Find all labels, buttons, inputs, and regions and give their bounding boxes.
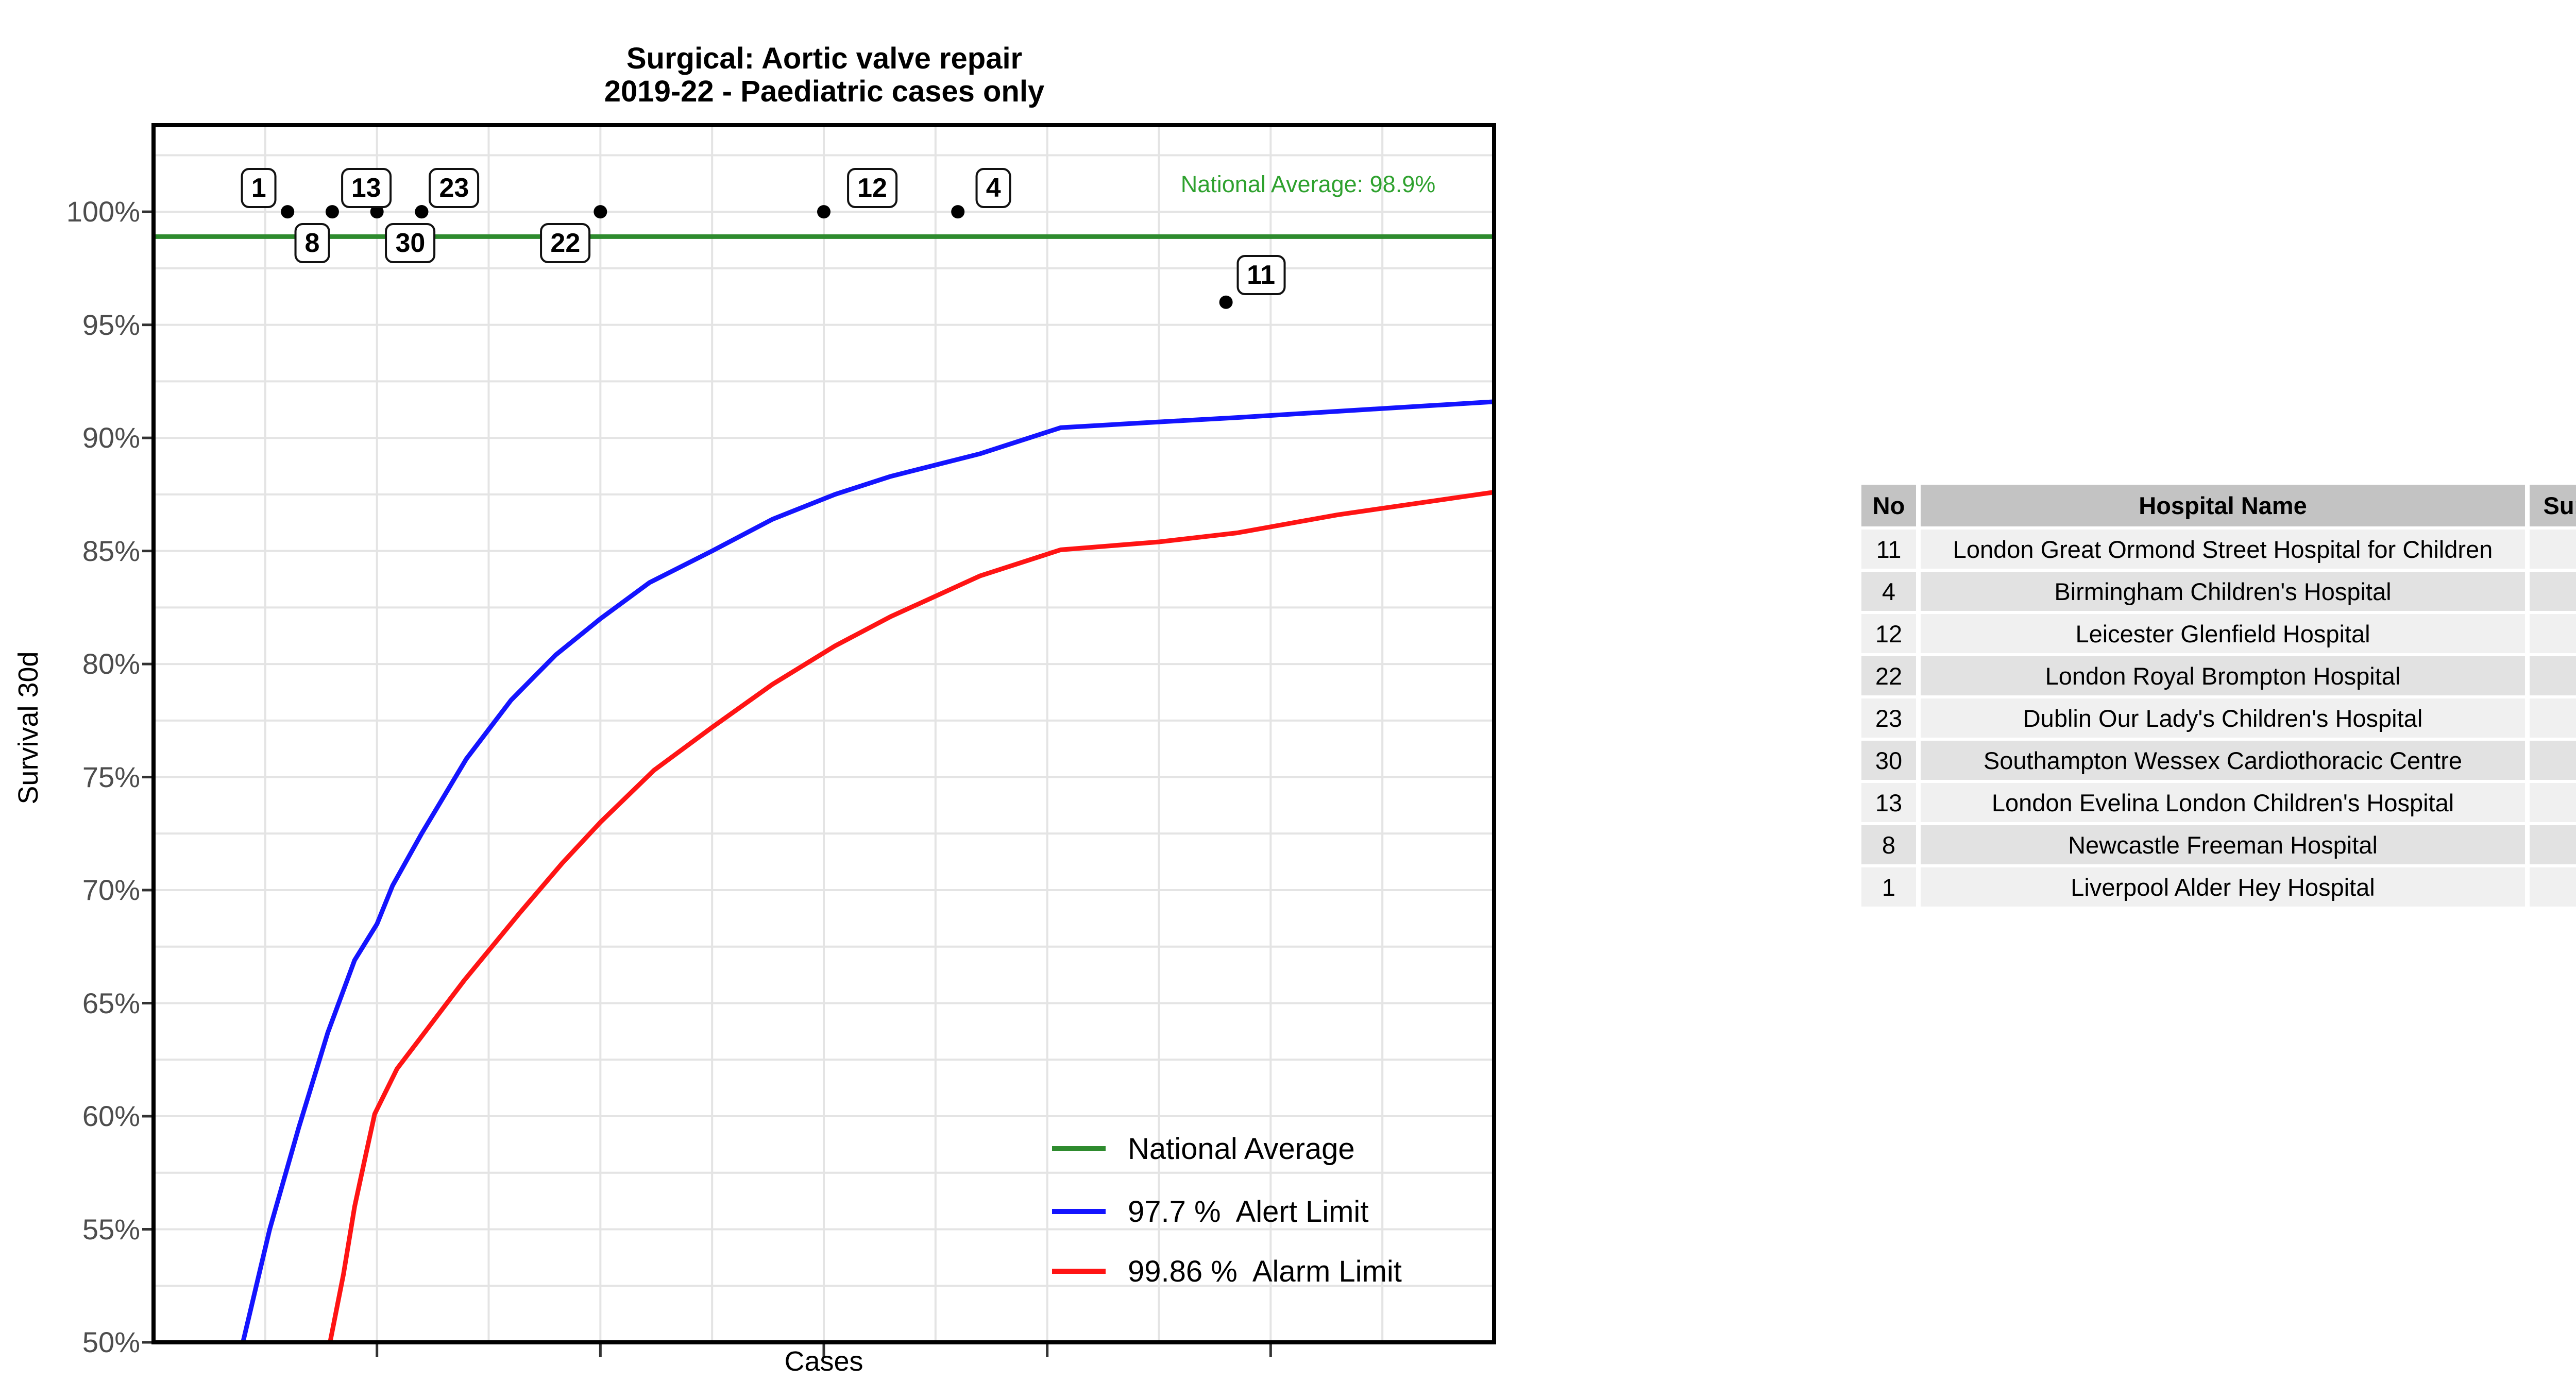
- point-label-13: 13: [341, 168, 392, 209]
- cell-survival: 100%: [2530, 741, 2576, 780]
- cell-no: 1: [1861, 867, 1916, 907]
- data-point-11: [1219, 295, 1233, 309]
- point-label-12: 12: [847, 168, 897, 209]
- plot-frame: [151, 123, 1496, 1344]
- y-tick-label: 90%: [82, 421, 140, 454]
- y-tick-label: 50%: [82, 1326, 140, 1358]
- cell-no: No: [1861, 485, 1916, 526]
- cell-no: 8: [1861, 825, 1916, 864]
- cell-survival: 100%: [2530, 698, 2576, 738]
- y-tick-label: 80%: [82, 647, 140, 680]
- cell-hospital-name: Southampton Wessex Cardiothoracic Centre: [1921, 741, 2525, 780]
- chart-title-line2: 2019-22 - Paediatric cases only: [604, 75, 1045, 108]
- point-label-23: 23: [429, 168, 480, 209]
- alert-limit-curve: [240, 399, 1494, 1342]
- legend-line-swatch: [1052, 1146, 1106, 1151]
- legend-label: 99.86 % Alarm Limit: [1128, 1254, 1402, 1288]
- cell-survival: 100%: [2530, 783, 2576, 822]
- gridlines: [154, 125, 1494, 1342]
- y-tick-label: 55%: [82, 1213, 140, 1246]
- point-label-11: 11: [1236, 254, 1286, 295]
- y-tick-label: 95%: [82, 308, 140, 341]
- cell-survival: 100%: [2530, 656, 2576, 695]
- legend-label: National Average: [1128, 1132, 1355, 1166]
- cell-hospital-name: London Evelina London Children's Hospita…: [1921, 783, 2525, 822]
- cell-survival: 96%: [2530, 530, 2576, 569]
- cell-hospital-name: Birmingham Children's Hospital: [1921, 572, 2525, 611]
- cell-no: 4: [1861, 572, 1916, 611]
- cell-survival: 100%: [2530, 825, 2576, 864]
- national-average-annotation: National Average: 98.9%: [1180, 171, 1436, 197]
- cell-hospital-name: Leicester Glenfield Hospital: [1921, 614, 2525, 653]
- legend-line-swatch: [1052, 1269, 1106, 1274]
- legend-entry-national-average: National Average: [1052, 1131, 1355, 1166]
- point-label-4: 4: [975, 168, 1011, 209]
- cell-hospital-name: London Royal Brompton Hospital: [1921, 656, 2525, 695]
- y-tick-label: 65%: [82, 986, 140, 1019]
- y-tick-label: 75%: [82, 760, 140, 793]
- cell-survival: Survival 30d: [2530, 485, 2576, 526]
- point-label-30: 30: [385, 223, 436, 264]
- cell-no: 11: [1861, 530, 1916, 569]
- table-row: 11 London Great Ormond Street Hospital fo…: [1861, 530, 2576, 569]
- chart-title: Surgical: Aortic valve repair 2019-22 - …: [309, 42, 1340, 108]
- legend-entry-alarm-limit: 99.86 % Alarm Limit: [1052, 1254, 1402, 1289]
- cell-hospital-name: Hospital Name: [1921, 485, 2525, 526]
- table-row: 13 London Evelina London Children's Hospi…: [1861, 783, 2576, 822]
- point-label-8: 8: [294, 223, 330, 264]
- y-tick-label: 60%: [82, 1100, 140, 1133]
- point-label-22: 22: [540, 223, 591, 264]
- y-tick-label: 100%: [66, 195, 140, 228]
- cell-hospital-name: London Great Ormond Street Hospital for …: [1921, 530, 2525, 569]
- data-point-4: [951, 205, 965, 219]
- data-point-22: [594, 205, 607, 219]
- data-point-23: [415, 205, 429, 219]
- alarm-limit-curve: [328, 490, 1494, 1342]
- y-tick-label: 70%: [82, 874, 140, 907]
- data-point-8: [325, 205, 339, 219]
- cell-survival: 100%: [2530, 614, 2576, 653]
- cell-hospital-name: Dublin Our Lady's Children's Hospital: [1921, 698, 2525, 738]
- cell-hospital-name: Newcastle Freeman Hospital: [1921, 825, 2525, 864]
- cell-no: 22: [1861, 656, 1916, 695]
- x-axis-title: Cases: [784, 1346, 863, 1377]
- legend-entry-alert-limit: 97.7 % Alert Limit: [1052, 1194, 1368, 1229]
- data-point-12: [817, 205, 831, 219]
- data-point-1: [281, 205, 295, 219]
- cell-no: 13: [1861, 783, 1916, 822]
- chart-title-line1: Surgical: Aortic valve repair: [626, 42, 1023, 75]
- y-tick-label: 85%: [82, 534, 140, 567]
- point-label-1: 1: [241, 168, 277, 209]
- axis-ticks: [142, 210, 1272, 1357]
- cell-survival: 100%: [2530, 867, 2576, 907]
- legend-label: 97.7 % Alert Limit: [1128, 1195, 1369, 1229]
- cell-no: 23: [1861, 698, 1916, 738]
- cell-no: 30: [1861, 741, 1916, 780]
- cell-survival: 100%: [2530, 572, 2576, 611]
- table-row: 30 Southampton Wessex Cardiothoracic Cent…: [1861, 741, 2576, 780]
- legend-line-swatch: [1052, 1209, 1106, 1214]
- cell-no: 12: [1861, 614, 1916, 653]
- data-point-13: [370, 205, 384, 219]
- cell-hospital-name: Liverpool Alder Hey Hospital: [1921, 867, 2525, 907]
